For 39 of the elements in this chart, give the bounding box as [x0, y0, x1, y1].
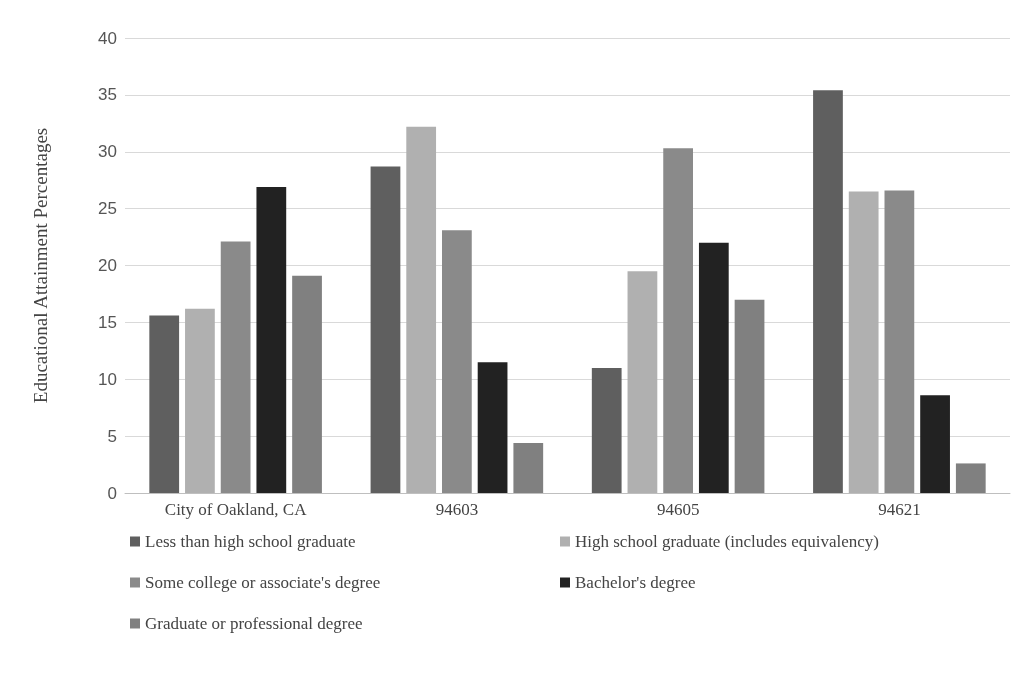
y-tick-label: 40 — [98, 28, 117, 48]
legend-label: Graduate or professional degree — [145, 614, 363, 633]
legend-label: Less than high school graduate — [145, 532, 356, 551]
bar — [292, 275, 322, 493]
legend-label: Some college or associate's degree — [145, 573, 381, 592]
x-tick-label: 94603 — [435, 500, 479, 519]
legend-label: Bachelor's degree — [575, 573, 696, 592]
bar — [813, 90, 843, 493]
bar — [591, 367, 622, 493]
y-tick-label: 5 — [107, 426, 117, 446]
y-axis-title: Educational Attainment Percentages — [30, 127, 51, 404]
bar — [442, 230, 472, 493]
y-tick-label: 35 — [98, 85, 117, 105]
y-tick-label: 25 — [98, 199, 117, 219]
bar — [513, 442, 544, 493]
x-tick-label: 94605 — [656, 500, 700, 519]
bar — [477, 362, 508, 493]
bar — [955, 463, 986, 493]
bar — [256, 187, 287, 493]
bar — [734, 299, 765, 493]
bar — [220, 241, 251, 493]
bar — [663, 148, 693, 493]
bar — [627, 271, 658, 493]
y-tick-label: 20 — [98, 256, 117, 275]
bar — [884, 190, 915, 493]
y-tick-label: 0 — [107, 483, 117, 503]
y-tick-label: 15 — [98, 312, 117, 332]
x-tick-label: 94621 — [878, 500, 921, 519]
bar — [406, 126, 437, 493]
bar — [920, 395, 950, 493]
bar — [698, 242, 729, 493]
y-tick-label: 30 — [98, 142, 117, 162]
y-tick-label: 10 — [98, 369, 117, 389]
bar — [370, 166, 401, 493]
legend-label: High school graduate (includes equivalency) — [575, 532, 880, 551]
bar — [848, 191, 879, 493]
bar — [185, 308, 215, 493]
bar — [149, 315, 180, 493]
x-tick-label: City of Oakland, CA — [164, 500, 308, 519]
